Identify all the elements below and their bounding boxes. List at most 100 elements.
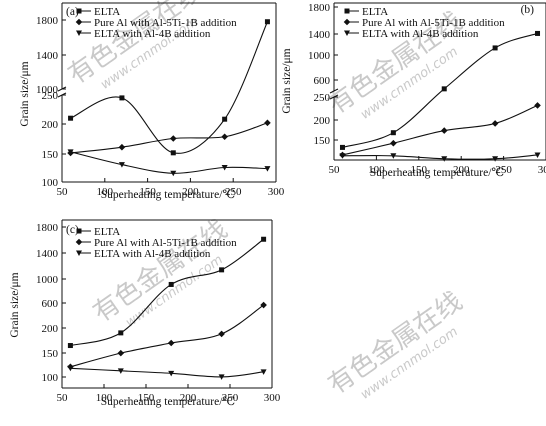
diamond-marker-2-5 [260, 301, 267, 309]
x-tick-label: 250 [222, 392, 239, 404]
series-line-3 [70, 367, 264, 378]
chart-panel-c: 50 100 150 200 250 300 1800 1400 1000 600 200 150 10… [9, 219, 281, 408]
y-tick-label: 1800 [36, 15, 59, 27]
x-axis-label: Superheating temperature/℃ [101, 189, 236, 201]
y-tick-label: 150 [42, 348, 59, 360]
triangle-marker-3-1 [67, 149, 74, 155]
panel-label: (b) [521, 4, 535, 16]
triangle-marker-3-3 [170, 170, 177, 177]
y-tick-label: 200 [42, 323, 59, 335]
diamond-marker-legend-2 [343, 18, 351, 26]
triangle-marker-3-3 [168, 370, 175, 377]
x-tick-label: 250 [225, 186, 242, 198]
x-tick-label: 50 [57, 186, 69, 198]
square-marker-1-5 [535, 30, 541, 36]
legend-entry-2: Pure Al with Al-5Ti-1B addition [94, 17, 237, 29]
x-tick-label: 100 [96, 392, 113, 404]
square-marker-1-5 [261, 236, 267, 242]
square-marker-1-1 [68, 115, 74, 121]
legend-entry-1: ELTA [94, 226, 120, 238]
x-tick-label: 100 [368, 164, 385, 176]
panel-label: (c) [66, 224, 79, 236]
triangle-marker-3-2 [117, 368, 124, 374]
x-tick-label: 100 [97, 186, 114, 198]
x-tick-label: 150 [138, 392, 155, 404]
diamond-marker-2-3 [440, 127, 448, 134]
y-tick-label: 150 [314, 135, 331, 147]
triangle-marker-legend-3 [76, 250, 82, 256]
chart-panel-a: 50 100 150 200 250 30010015020025010001400180… [19, 2, 285, 201]
x-tick-label: 250 [495, 164, 512, 176]
diamond-marker-2-3 [169, 135, 177, 142]
diamond-marker-2-2 [117, 349, 125, 357]
diamond-marker-legend-2 [75, 238, 83, 246]
y-axis-label: Grain size/μm [19, 61, 31, 126]
y-tick-label: 1800 [36, 222, 59, 234]
y-axis-label: Grain size/μm [281, 48, 293, 113]
series-line-3 [342, 154, 538, 160]
y-tick-label: 1400 [36, 248, 59, 260]
square-marker-1-2 [390, 130, 396, 136]
triangle-marker-3-2 [118, 162, 125, 168]
x-tick-label: 200 [182, 186, 199, 198]
y-tick-label: 1000 [36, 84, 59, 96]
diamond-marker-2-5 [534, 102, 541, 109]
y-tick-label: 1800 [308, 2, 331, 14]
diamond-marker-2-4 [491, 120, 499, 127]
y-tick-label: 600 [314, 75, 331, 87]
legend-entry-3: ELTA with Al-4B addition [94, 28, 211, 40]
triangle-marker-3-4 [492, 156, 499, 162]
square-marker-1-4 [222, 116, 228, 122]
watermark-text: 有色金属在线 [63, 0, 208, 90]
triangle-marker-3-2 [390, 153, 397, 159]
y-tick-label: 100 [42, 372, 59, 384]
x-tick-label: 300 [264, 392, 281, 404]
square-marker-1-5 [264, 19, 270, 25]
y-tick-label: 250 [314, 92, 331, 104]
triangle-marker-legend-3 [76, 30, 82, 36]
legend-entry-1: ELTA [94, 6, 120, 18]
legend-entry-2: Pure Al with Al-5Ti-1B addition [94, 237, 237, 249]
triangle-marker-3-5 [264, 166, 271, 172]
x-tick-label: 200 [180, 392, 197, 404]
triangle-marker-3-4 [218, 374, 225, 380]
square-marker-1-3 [168, 281, 174, 287]
diamond-marker-2-4 [221, 133, 228, 141]
y-tick-label: 250 [42, 90, 59, 102]
legend-entry-1: ELTA [362, 6, 388, 18]
square-marker-1-4 [219, 267, 225, 273]
y-tick-label: 1000 [308, 50, 331, 62]
square-marker-1-3 [170, 150, 176, 156]
triangle-marker-3-1 [339, 153, 346, 159]
diamond-marker-legend-2 [75, 18, 83, 26]
y-tick-label: 150 [42, 149, 59, 161]
y-tick-label: 600 [42, 298, 59, 310]
x-tick-label: 200 [453, 164, 470, 176]
triangle-marker-3-3 [441, 156, 448, 162]
diamond-marker-2-3 [167, 339, 175, 347]
series-line-2 [70, 122, 268, 154]
diamond-marker-2-4 [218, 330, 225, 338]
y-tick-label: 1000 [36, 274, 59, 286]
x-tick-label: 50 [57, 392, 69, 404]
square-marker-1-1 [67, 343, 73, 349]
square-marker-legend-1 [76, 228, 82, 234]
diamond-marker-2-2 [390, 139, 397, 147]
x-tick-label: 300 [268, 186, 285, 198]
triangle-marker-3-4 [221, 165, 228, 171]
diamond-marker-2-5 [264, 119, 271, 127]
diamond-marker-2-2 [118, 143, 126, 151]
square-marker-1-2 [118, 330, 124, 336]
y-tick-label: 100 [42, 177, 59, 189]
y-tick-label: 1400 [308, 29, 331, 41]
x-axis-label: Superheating temperature/℃ [101, 396, 236, 408]
triangle-marker-legend-3 [344, 30, 350, 36]
square-marker-legend-1 [76, 8, 82, 14]
square-marker-1-2 [119, 95, 125, 101]
panel-label: (a) [66, 6, 79, 18]
x-tick-label: 150 [139, 186, 156, 198]
square-marker-legend-1 [344, 8, 350, 14]
triangle-marker-3-5 [534, 152, 541, 158]
